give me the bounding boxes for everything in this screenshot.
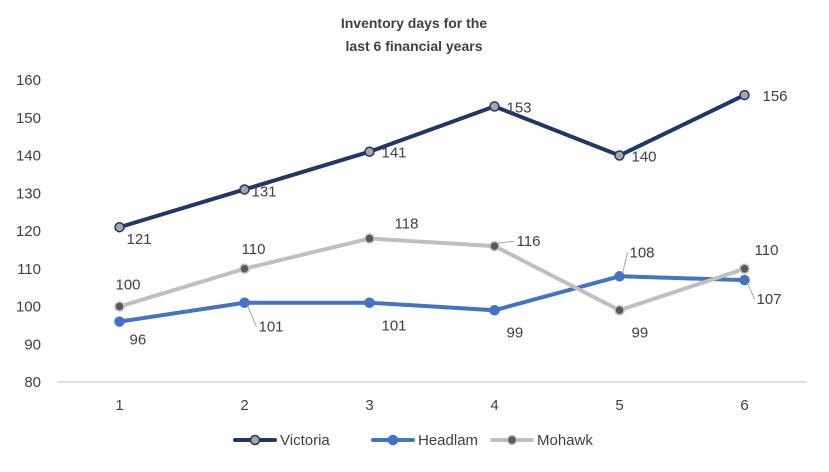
headlam-data-label: 99 — [507, 324, 524, 341]
headlam-point — [114, 316, 125, 327]
victoria-data-label: 141 — [382, 145, 407, 162]
legend-headlam-label: Headlam — [418, 432, 478, 449]
y-tick-label: 150 — [16, 110, 41, 127]
x-tick-label: 4 — [490, 397, 498, 414]
headlam-point — [739, 274, 750, 286]
x-tick-label: 2 — [240, 397, 248, 414]
headlam-point — [614, 271, 625, 282]
headlam-point — [364, 297, 375, 308]
victoria-point — [114, 221, 125, 233]
victoria-point — [489, 101, 500, 112]
data-labels-group: 121 131 141 153 140 156 96 101 101 99 108 107 100 110… — [116, 88, 788, 349]
victoria-point — [239, 184, 250, 195]
y-tick-label: 80 — [24, 374, 41, 391]
mohawk-data-label: 100 — [116, 277, 141, 294]
victoria-data-label: 140 — [632, 149, 657, 166]
legend: Victoria Headlam Mohawk — [233, 432, 593, 449]
y-axis-ticks: 80 90 100 110 120 130 140 150 160 — [16, 72, 41, 391]
y-tick-label: 120 — [16, 223, 41, 240]
chart-title-line-1: Inventory days for the — [341, 15, 487, 31]
headlam-data-label: 107 — [757, 291, 782, 308]
victoria-series-line — [117, 93, 747, 230]
headlam-data-label: 101 — [259, 319, 284, 336]
victoria-point — [364, 146, 375, 157]
headlam-data-label: 108 — [630, 244, 655, 261]
x-tick-label: 1 — [115, 397, 123, 414]
y-tick-label: 90 — [24, 336, 41, 353]
victoria-data-label: 156 — [763, 88, 788, 105]
headlam-series-line — [117, 274, 747, 324]
mohawk-point — [614, 305, 625, 316]
headlam-data-label: 96 — [130, 332, 147, 349]
x-axis-ticks: 1 2 3 4 5 6 — [115, 397, 748, 414]
y-tick-label: 110 — [17, 261, 41, 278]
legend-mohawk-marker — [506, 434, 518, 446]
victoria-data-label: 131 — [252, 183, 277, 200]
headlam-point — [239, 297, 250, 308]
y-tick-label: 160 — [16, 72, 41, 89]
headlam-label-leader — [622, 252, 628, 274]
y-tick-label: 100 — [16, 299, 41, 316]
headlam-point — [489, 305, 500, 316]
x-tick-label: 3 — [365, 397, 373, 414]
mohawk-data-label: 99 — [632, 324, 649, 341]
headlam-label-leader — [747, 282, 755, 300]
mohawk-data-label: 110 — [242, 241, 266, 258]
victoria-data-label: 153 — [507, 99, 532, 116]
mohawk-point — [239, 263, 250, 274]
mohawk-label-leader — [497, 240, 515, 244]
mohawk-data-label: 118 — [395, 216, 419, 233]
headlam-label-leader — [247, 305, 257, 327]
mohawk-series-line — [117, 236, 747, 313]
legend-victoria-label: Victoria — [280, 432, 330, 449]
victoria-point — [614, 150, 625, 161]
victoria-data-label: 121 — [127, 231, 152, 248]
mohawk-data-label: 116 — [517, 233, 541, 250]
y-tick-label: 140 — [16, 148, 41, 165]
x-tick-label: 6 — [740, 397, 748, 414]
series-group — [114, 89, 750, 327]
mohawk-data-label: 110 — [755, 242, 779, 259]
headlam-data-label: 101 — [382, 318, 407, 335]
victoria-point — [739, 89, 750, 101]
mohawk-point — [114, 301, 125, 312]
x-tick-label: 5 — [615, 397, 623, 414]
mohawk-point — [739, 263, 750, 274]
y-tick-label: 130 — [16, 185, 41, 202]
legend-mohawk-label: Mohawk — [537, 432, 593, 449]
mohawk-point — [489, 240, 500, 252]
mohawk-point — [364, 233, 375, 244]
legend-victoria-marker — [249, 434, 261, 446]
chart-title-line-2: last 6 financial years — [346, 38, 483, 54]
legend-headlam-marker — [387, 434, 399, 446]
